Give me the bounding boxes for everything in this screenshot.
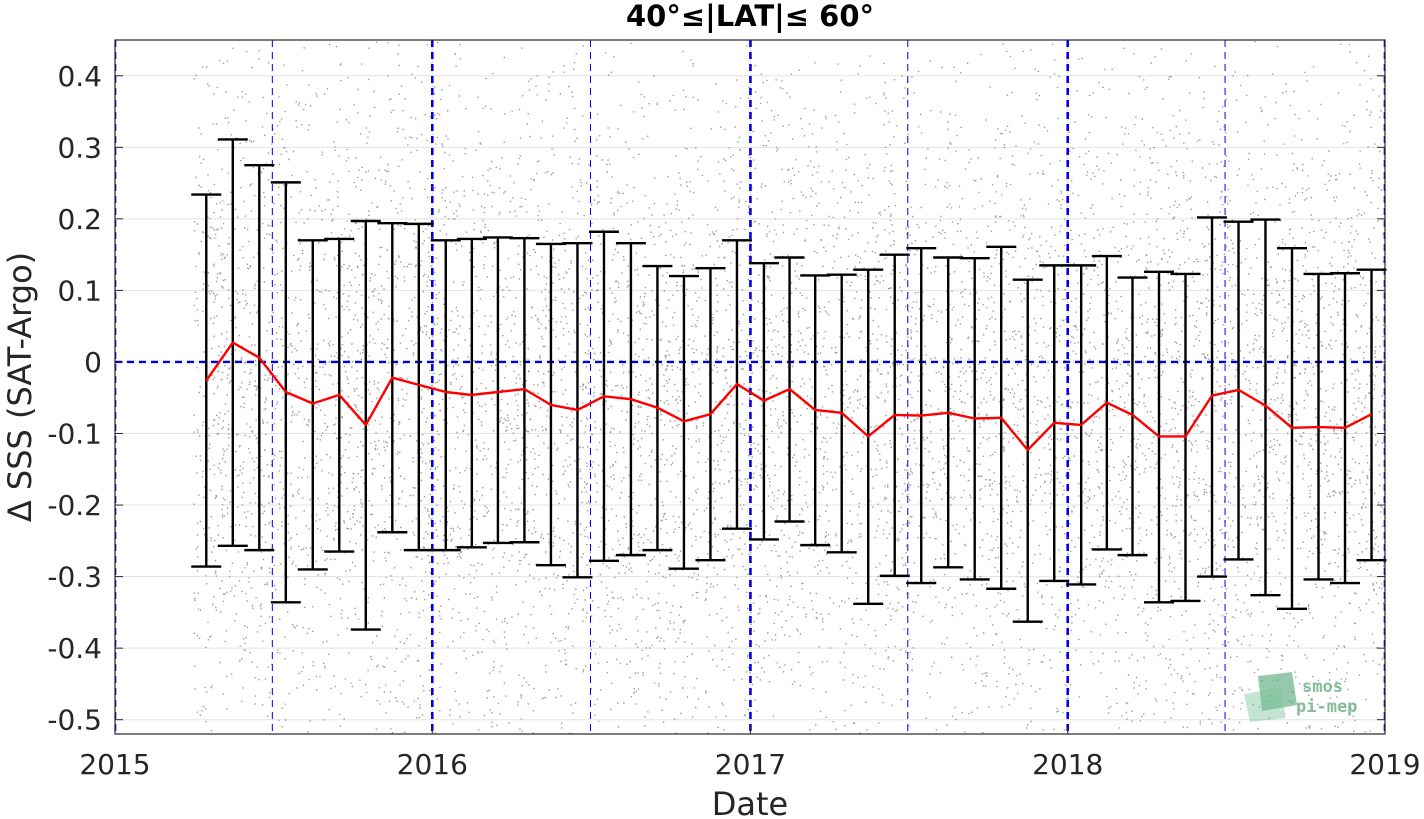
x-tick-label: 2019 — [1349, 748, 1420, 781]
y-tick-label: -0.3 — [47, 561, 102, 594]
x-axis-label: Date — [712, 785, 788, 819]
y-tick-label: 0.2 — [57, 203, 102, 236]
x-tick-label: 2018 — [1032, 748, 1103, 781]
y-tick-label: -0.1 — [47, 418, 102, 451]
mean-line — [205, 341, 1373, 452]
y-tick-label: -0.4 — [47, 632, 102, 665]
y-tick-label: 0.3 — [57, 131, 102, 164]
x-tick-label: 2015 — [79, 748, 150, 781]
logo-text-smos: smos — [1302, 677, 1343, 697]
y-tick-label: -0.5 — [47, 704, 102, 737]
y-tick-label: 0.4 — [57, 60, 102, 93]
y-tick-label: -0.2 — [47, 489, 102, 522]
chart-title: 40°≤|LAT|≤ 60° — [626, 0, 874, 33]
logo-shape-back — [1258, 672, 1297, 711]
x-tick-label: 2017 — [715, 748, 786, 781]
axis-ticks: 2015 2016 2017 2018 2019 0.4 0.3 0.2 0.1 0 -0.1 -0.… — [47, 60, 1420, 781]
pimep-logo: smos pi-mep — [1244, 672, 1357, 722]
y-tick-label: 0.1 — [57, 274, 102, 307]
y-tick-label: 0 — [84, 346, 102, 379]
x-tick-label: 2016 — [397, 748, 468, 781]
monthly-mean-line — [205, 341, 1373, 452]
logo-shape-front — [1244, 688, 1286, 722]
y-axis-label: Δ SSS (SAT-Argo) — [1, 252, 39, 522]
logo-text-pimep: pi-mep — [1296, 697, 1357, 717]
reference-lines — [115, 40, 1385, 734]
